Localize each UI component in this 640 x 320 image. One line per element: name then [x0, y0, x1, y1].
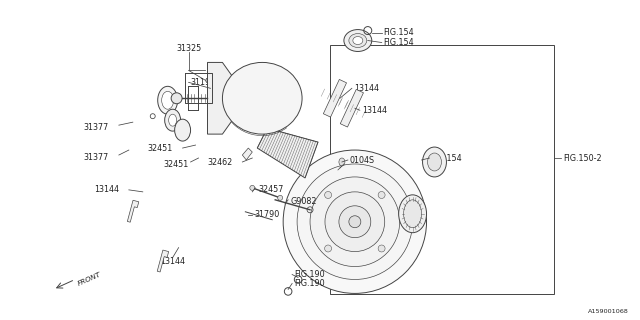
Text: 31377: 31377 [84, 123, 109, 132]
Text: 32457: 32457 [259, 185, 284, 194]
Text: 13144: 13144 [362, 106, 387, 115]
Text: FRONT: FRONT [77, 272, 102, 287]
Polygon shape [157, 250, 169, 272]
Text: 31325: 31325 [176, 44, 201, 53]
Bar [330, 45, 554, 294]
Ellipse shape [162, 91, 173, 109]
Circle shape [325, 192, 385, 252]
Text: FIG.154: FIG.154 [431, 154, 462, 163]
Text: FIG.190: FIG.190 [294, 279, 324, 288]
Text: A159001068: A159001068 [588, 309, 628, 314]
Text: G9082: G9082 [290, 197, 317, 206]
Ellipse shape [422, 147, 447, 177]
Ellipse shape [157, 86, 178, 114]
Ellipse shape [164, 109, 180, 131]
Ellipse shape [428, 153, 442, 171]
Ellipse shape [241, 78, 284, 118]
Ellipse shape [399, 195, 426, 233]
Text: 13144: 13144 [160, 257, 185, 266]
Ellipse shape [339, 158, 345, 166]
Ellipse shape [169, 114, 177, 126]
Text: 31377: 31377 [84, 153, 109, 162]
Text: 13144: 13144 [94, 185, 119, 194]
Polygon shape [257, 128, 318, 178]
Circle shape [324, 245, 332, 252]
Text: 32462: 32462 [207, 158, 232, 167]
Circle shape [278, 195, 283, 200]
Ellipse shape [344, 29, 372, 52]
Circle shape [339, 206, 371, 238]
Text: 31196: 31196 [191, 78, 216, 87]
Polygon shape [207, 62, 243, 134]
Ellipse shape [232, 70, 293, 126]
Ellipse shape [353, 36, 363, 44]
Text: 32451: 32451 [147, 144, 173, 153]
Circle shape [171, 93, 182, 104]
Text: FIG.150-2: FIG.150-2 [563, 154, 602, 163]
Ellipse shape [254, 91, 270, 106]
Ellipse shape [404, 200, 422, 228]
Polygon shape [340, 89, 364, 127]
Polygon shape [127, 200, 139, 222]
Circle shape [283, 150, 426, 293]
Polygon shape [323, 79, 346, 117]
Text: 31790: 31790 [254, 210, 280, 219]
Circle shape [378, 191, 385, 198]
Circle shape [349, 216, 361, 228]
Text: FIG.154: FIG.154 [384, 28, 414, 37]
Circle shape [250, 185, 255, 190]
Text: 13144: 13144 [354, 84, 379, 93]
Ellipse shape [349, 34, 367, 47]
Ellipse shape [248, 85, 276, 111]
Polygon shape [243, 148, 252, 160]
Text: FIG.190: FIG.190 [294, 270, 324, 279]
Ellipse shape [223, 62, 302, 134]
Text: FIG.154: FIG.154 [384, 38, 414, 47]
Text: 0104S: 0104S [350, 156, 375, 164]
Circle shape [310, 177, 399, 267]
Circle shape [297, 164, 413, 279]
Ellipse shape [175, 119, 191, 141]
Circle shape [378, 245, 385, 252]
Circle shape [324, 191, 332, 198]
Text: 32451: 32451 [163, 160, 189, 170]
